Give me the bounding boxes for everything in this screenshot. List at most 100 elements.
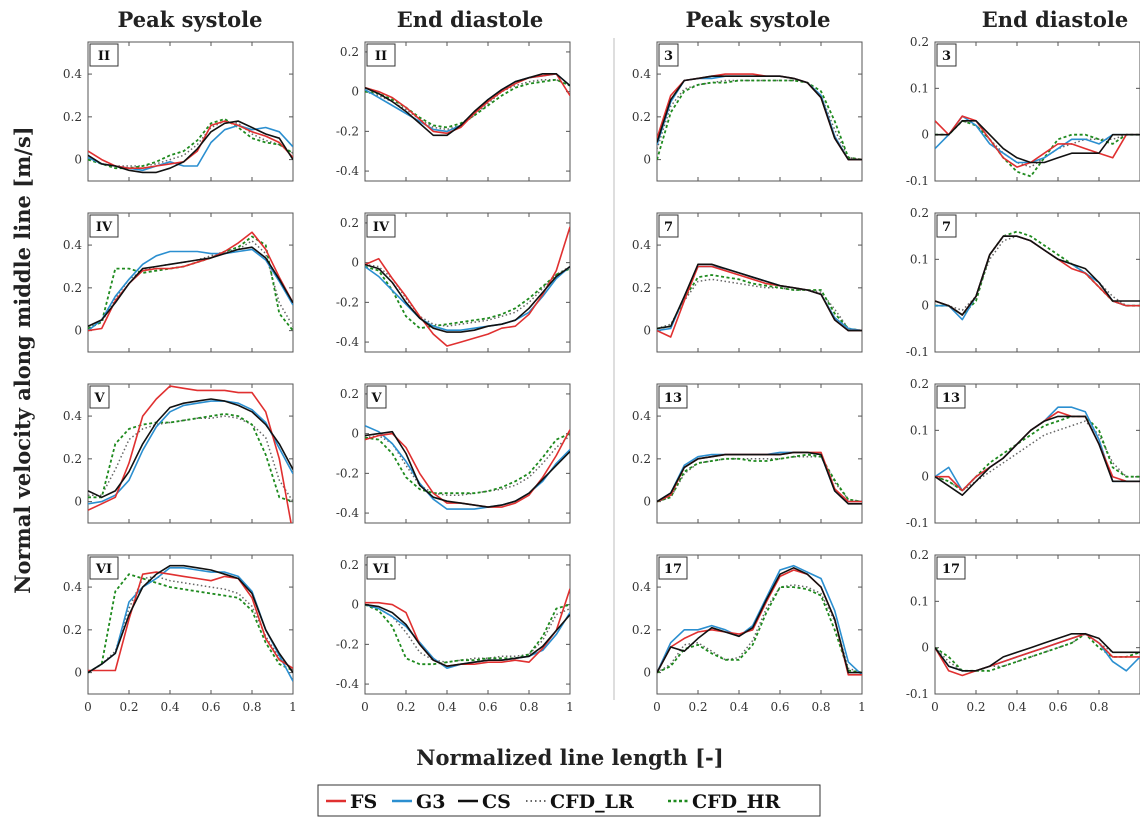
- x-tick-label: 1: [289, 700, 297, 714]
- x-tick-label: 0.2: [688, 700, 707, 714]
- series-line-cfd-hr: [88, 412, 293, 503]
- panel-frame: [934, 554, 1140, 695]
- panel-label: VI: [95, 562, 112, 577]
- panel-label-box: [658, 385, 688, 409]
- x-tick-label: 0.4: [729, 700, 748, 714]
- y-tick-label: -0.2: [336, 295, 359, 309]
- y-tick-label: 0.2: [63, 623, 82, 637]
- panel-label: 13: [664, 391, 682, 406]
- panel-frame: [656, 554, 863, 695]
- panel-grid: 0 0.2 0.4 II 0 0.2 0.4 IV 0 0.2 0.4 V 0 0.2 0.4 0 0.2 0.4…: [63, 35, 1140, 714]
- series-line-cfd-hr: [657, 586, 862, 674]
- y-tick-label: 0.2: [910, 377, 929, 391]
- y-tick-label: 0.2: [632, 452, 651, 466]
- y-tick-label: -0.1: [906, 345, 929, 359]
- panel-label: 7: [942, 220, 951, 235]
- panel-2-3: 0 0.2 0.4 0 0.2 0.4 0.6 0.8 1 17: [632, 554, 866, 714]
- series-line-fs: [365, 226, 570, 347]
- y-tick-label: -0.1: [906, 687, 929, 701]
- y-tick-label: 0.2: [910, 35, 929, 49]
- panel-label: 7: [664, 220, 673, 235]
- series-line-cs: [365, 73, 570, 137]
- series-line-cs: [657, 566, 862, 674]
- y-tick-label: 0: [74, 324, 82, 338]
- panel-label: 17: [664, 562, 682, 577]
- series-group: [657, 73, 862, 161]
- x-tick-label: 0.4: [160, 700, 179, 714]
- series-group: [88, 231, 293, 332]
- legend-label-cfd-hr: CFD_HR: [692, 791, 781, 813]
- y-tick-label: 0.2: [63, 452, 82, 466]
- x-tick-label: 0.6: [201, 700, 220, 714]
- y-tick-label: 0.2: [340, 387, 359, 401]
- panel-label-box: [89, 43, 119, 67]
- series-group: [935, 230, 1140, 321]
- panel-1-3: -0.4 -0.2 0 0.2 0 0.2 0.4 0.6 0.8 1 VI: [336, 554, 574, 714]
- series-group: [365, 588, 570, 670]
- series-line-cs: [935, 415, 1140, 497]
- panel-label-box: [658, 214, 679, 238]
- series-line-fs: [88, 571, 293, 672]
- y-tick-label: 0.2: [63, 281, 82, 295]
- panel-label: 13: [942, 391, 960, 406]
- panel-frame: [934, 383, 1140, 524]
- y-tick-label: -0.4: [336, 677, 360, 691]
- y-tick-label: 0: [351, 256, 359, 270]
- y-tick-label: 0.2: [632, 623, 651, 637]
- legend-label-cs: CS: [482, 791, 511, 813]
- y-tick-label: 0.2: [63, 110, 82, 124]
- panel-2-1: 0 0.2 0.4 7: [632, 212, 863, 353]
- panel-frame: [87, 554, 294, 695]
- series-line-cfd-hr: [88, 573, 293, 674]
- column-title-3: Peak systole: [686, 7, 831, 32]
- panel-label-box: [658, 556, 688, 580]
- y-tick-label: -0.2: [336, 637, 359, 651]
- y-tick-label: 0.2: [632, 281, 651, 295]
- y-tick-label: 0: [351, 427, 359, 441]
- panel-frame: [934, 212, 1140, 353]
- panel-label-box: [89, 214, 119, 238]
- panel-label-box: [936, 385, 966, 409]
- panel-label-box: [366, 214, 396, 238]
- panel-label: V: [93, 391, 105, 406]
- panel-label-box: [89, 385, 110, 409]
- panel-label-box: [366, 385, 387, 409]
- x-tick-label: 0.6: [478, 700, 497, 714]
- series-line-cs: [657, 263, 862, 332]
- panel-label: II: [375, 49, 387, 64]
- panel-label-box: [936, 556, 966, 580]
- series-line-cs: [365, 603, 570, 668]
- series-line-cfd-hr: [935, 119, 1140, 178]
- column-title-1: Peak systole: [118, 7, 263, 32]
- y-tick-label: 0: [643, 666, 651, 680]
- series-line-g3: [657, 564, 862, 676]
- y-tick-label: 0: [74, 153, 82, 167]
- series-line-fs: [935, 115, 1140, 168]
- panel-label: VI: [372, 562, 389, 577]
- panel-3-2: -0.1 0 0.1 0.2 13: [906, 377, 1140, 530]
- x-tick-label: 1: [858, 700, 866, 714]
- series-line-cs: [657, 75, 862, 161]
- x-tick-label: 0.8: [242, 700, 261, 714]
- panel-1-0: -0.4 -0.2 0 0.2 II: [336, 41, 571, 182]
- panel-frame: [87, 41, 294, 182]
- series-group: [657, 451, 862, 505]
- series-group: [935, 406, 1140, 497]
- y-tick-label: 0.1: [910, 423, 929, 437]
- panel-label: 3: [942, 49, 951, 64]
- x-tick-label: 0.2: [966, 700, 985, 714]
- panel-label: II: [98, 49, 110, 64]
- y-tick-label: 0.1: [910, 594, 929, 608]
- x-tick-label: 0.8: [811, 700, 830, 714]
- y-tick-label: 0.4: [63, 580, 82, 594]
- panel-frame: [656, 41, 863, 182]
- y-tick-label: 0.1: [910, 81, 929, 95]
- series-line-g3: [88, 248, 293, 332]
- y-tick-label: 0.4: [63, 238, 82, 252]
- y-tick-label: 0.4: [63, 409, 82, 423]
- y-tick-label: 0.2: [340, 45, 359, 59]
- y-tick-label: 0: [74, 495, 82, 509]
- panel-label: IV: [373, 220, 390, 235]
- series-line-cs: [88, 564, 293, 674]
- series-line-cfd-lr: [657, 584, 862, 674]
